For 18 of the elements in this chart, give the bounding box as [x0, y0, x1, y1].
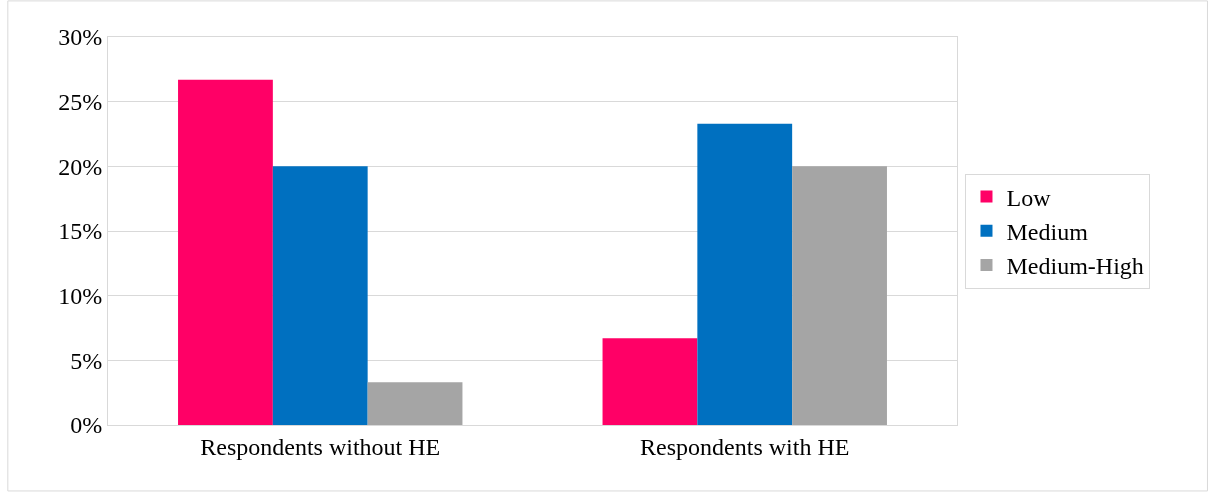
- bar: [178, 79, 273, 425]
- x-tick-label: Respondents without HE: [200, 433, 441, 460]
- y-tick-label: 0%: [70, 412, 103, 439]
- legend-label: Medium-High: [1006, 253, 1144, 280]
- bar: [272, 166, 368, 425]
- bar: [367, 382, 463, 425]
- x-tick-label: Respondents with HE: [640, 433, 850, 460]
- bar: [792, 166, 887, 425]
- y-tick-label: 30%: [58, 24, 103, 51]
- y-tick-label: 15%: [58, 218, 103, 245]
- legend-label: Medium: [1006, 219, 1089, 246]
- legend-label: Low: [1006, 184, 1052, 211]
- bar: [602, 338, 698, 425]
- bar: [697, 123, 793, 425]
- y-tick-label: 20%: [58, 153, 103, 180]
- y-tick-label: 10%: [58, 283, 103, 310]
- y-tick-label: 25%: [58, 89, 103, 116]
- y-tick-label: 5%: [70, 347, 103, 374]
